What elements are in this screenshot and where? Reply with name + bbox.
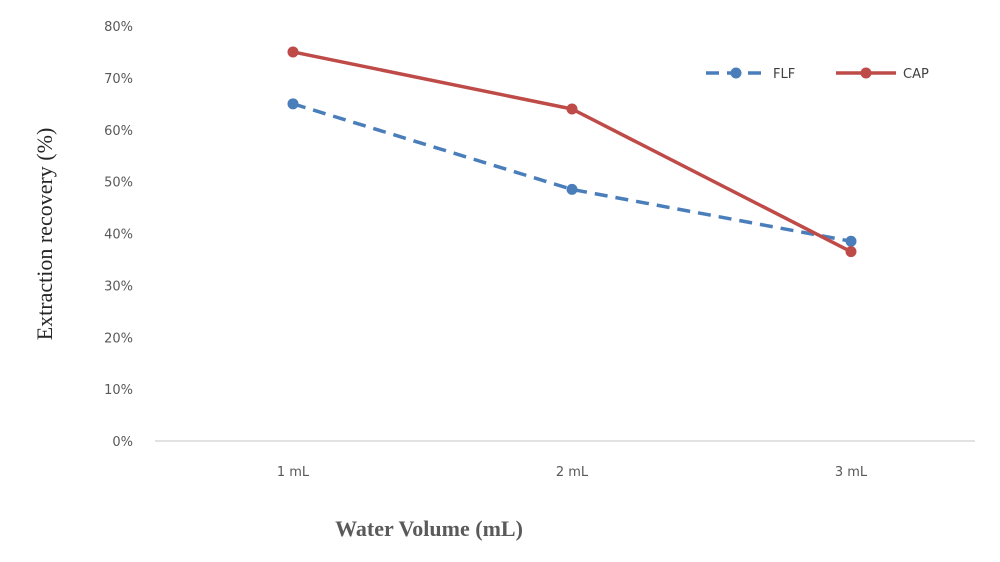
y-tick-label: 20%: [104, 331, 133, 346]
legend-marker-cap: [860, 67, 872, 79]
x-tick-label: 2 mL: [556, 465, 589, 480]
series-line-flf: [292, 102, 852, 244]
series-group: [287, 46, 857, 258]
y-axis-title: Extraction recovery (%): [32, 128, 57, 341]
data-point-cap: [845, 246, 857, 258]
x-axis-ticks: 1 mL 2 mL 3 mL: [277, 465, 868, 480]
y-tick-label: 70%: [104, 72, 133, 87]
x-axis-title: Water Volume (mL): [335, 516, 523, 541]
data-point-cap: [566, 103, 578, 115]
legend-label-flf: FLF: [773, 67, 795, 82]
y-tick-label: 40%: [104, 228, 133, 243]
x-tick-label: 3 mL: [835, 465, 868, 480]
x-tick-label: 1 mL: [277, 465, 310, 480]
y-tick-label: 50%: [104, 176, 133, 191]
y-tick-label: 80%: [104, 20, 133, 35]
data-point-cap: [287, 46, 299, 58]
legend: FLF CAP: [706, 67, 929, 82]
y-axis-ticks: 0% 10% 20% 30% 40% 50% 60% 70% 80%: [104, 20, 133, 450]
y-tick-label: 60%: [104, 124, 133, 139]
y-tick-label: 0%: [112, 435, 133, 450]
data-point-flf: [566, 183, 578, 195]
series-line-cap: [292, 50, 852, 254]
legend-label-cap: CAP: [903, 67, 929, 82]
y-tick-label: 30%: [104, 279, 133, 294]
data-point-flf: [287, 98, 299, 110]
y-tick-label: 10%: [104, 383, 133, 398]
legend-marker-flf: [730, 67, 742, 79]
data-point-flf: [845, 235, 857, 247]
